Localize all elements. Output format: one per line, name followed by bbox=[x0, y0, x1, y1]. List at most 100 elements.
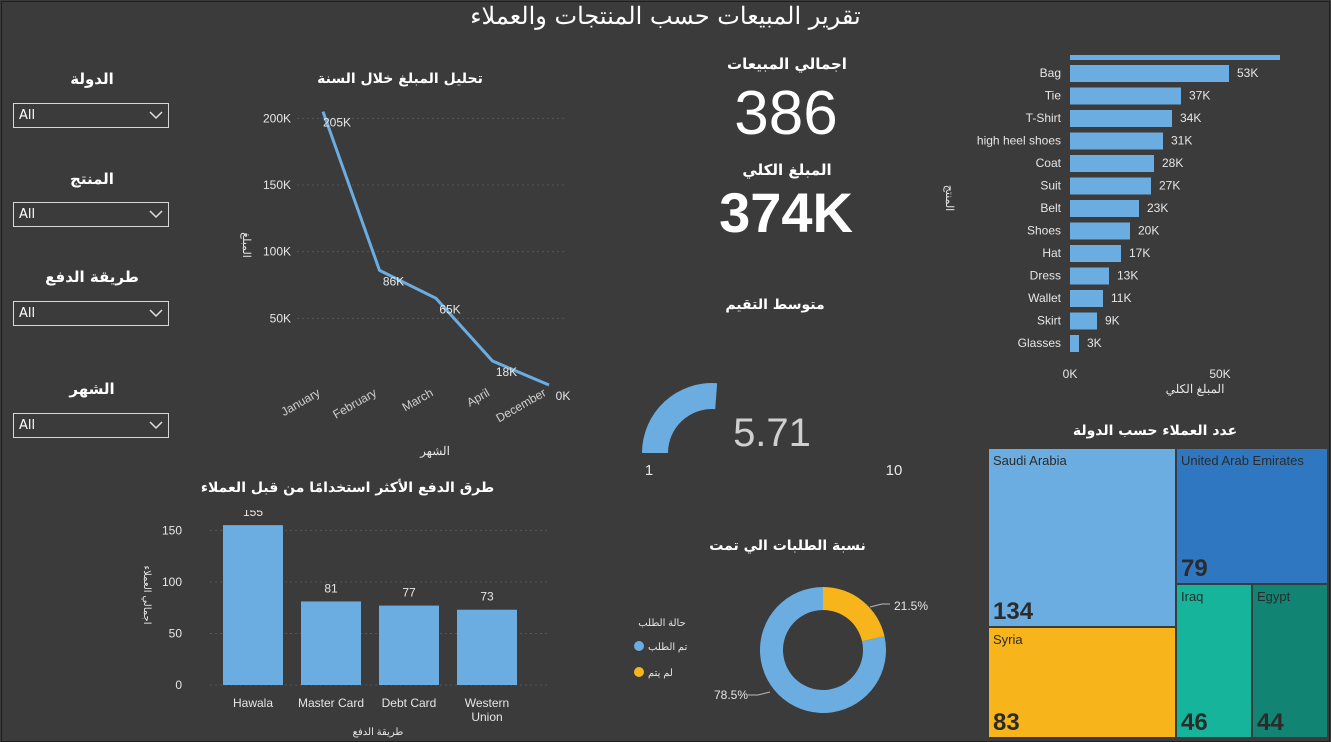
product-chart-x-tick: 0K bbox=[1063, 367, 1078, 381]
country-filter-value: All bbox=[19, 108, 36, 123]
country-filter-dropdown[interactable]: All bbox=[13, 103, 169, 128]
product-bar bbox=[1070, 177, 1151, 195]
product-bar-data-label: 17K bbox=[1129, 246, 1150, 260]
payment-bar bbox=[223, 525, 283, 685]
payment-chart-y-tick: 150 bbox=[162, 523, 182, 537]
order-status-donut-chart: 21.5% 78.5% حالة الطلب تم الطلب لم يتم bbox=[634, 587, 928, 713]
product-bar-partial bbox=[1070, 55, 1280, 60]
gauge-value-label: 5.71 bbox=[733, 411, 811, 455]
month-filter-value: All bbox=[19, 418, 36, 433]
product-bar-category: Skirt bbox=[1037, 314, 1062, 328]
total-sales-value: 386 bbox=[734, 79, 838, 148]
product-bar-data-label: 20K bbox=[1138, 224, 1159, 238]
amount-by-product-bar-chart: Bag 53K Tie 37K T-Shirt 34K high heel shoes 31K… bbox=[943, 55, 1280, 396]
product-filter-value: All bbox=[19, 207, 36, 222]
product-bar-category: T-Shirt bbox=[1026, 111, 1062, 125]
donut-legend-label: لم يتم bbox=[648, 668, 673, 679]
product-bar-data-label: 28K bbox=[1162, 156, 1183, 170]
chevron-down-icon bbox=[149, 111, 163, 120]
product-bar-data-label: 3K bbox=[1087, 336, 1102, 350]
payment-bar bbox=[379, 605, 439, 685]
gauge-value-arc bbox=[642, 383, 718, 453]
product-filter-dropdown[interactable]: All bbox=[13, 202, 169, 227]
donut-slice bbox=[823, 587, 885, 642]
product-bar-data-label: 13K bbox=[1117, 269, 1138, 283]
donut-slice-label: 78.5% bbox=[714, 688, 748, 702]
payment-chart-y-tick: 100 bbox=[162, 575, 182, 589]
product-bar-data-label: 27K bbox=[1159, 179, 1180, 193]
product-bar-category: high heel shoes bbox=[977, 134, 1061, 148]
product-bar bbox=[1070, 245, 1121, 262]
customers-by-country-treemap: Saudi Arabia 134 United Arab Emirates 79… bbox=[988, 448, 1328, 738]
payment-filter-dropdown[interactable]: All bbox=[13, 301, 169, 326]
line-chart-y-tick: 100K bbox=[263, 245, 291, 259]
treemap-cell-saudi-arabia[interactable]: Saudi Arabia 134 bbox=[988, 448, 1176, 627]
amount-by-month-line-chart: 200K 150K 100K 50K 205K 86K 65K 18K 0K January Feb… bbox=[240, 111, 571, 458]
donut-legend-marker bbox=[634, 667, 644, 677]
payment-bar-data-label: 155 bbox=[243, 510, 263, 519]
treemap-cell-label: Egypt bbox=[1257, 589, 1291, 604]
payment-bar-category: Western bbox=[465, 696, 509, 710]
line-chart-data-label: 18K bbox=[496, 365, 517, 379]
product-bar-data-label: 9K bbox=[1105, 314, 1120, 328]
treemap-cell-iraq[interactable]: Iraq 46 bbox=[1176, 584, 1252, 738]
product-bar-category: Tie bbox=[1045, 89, 1062, 103]
chevron-down-icon bbox=[149, 421, 163, 430]
donut-legend-label: تم الطلب bbox=[648, 642, 688, 653]
treemap-cell-uae[interactable]: United Arab Emirates 79 bbox=[1176, 448, 1328, 584]
donut-slice bbox=[760, 587, 886, 713]
line-chart-title: تحليل المبلغ خلال السنة bbox=[317, 71, 483, 87]
total-sales-label: اجمالي المبيعات bbox=[727, 55, 847, 73]
product-bar-category: Glasses bbox=[1018, 336, 1061, 350]
donut-legend-title: حالة الطلب bbox=[638, 618, 686, 629]
gauge-max-label: 10 bbox=[886, 462, 903, 479]
product-bar-category: Belt bbox=[1040, 201, 1061, 215]
payment-filter-label: طريقة الدفع bbox=[45, 268, 139, 286]
total-amount-label: المبلغ الكلي bbox=[742, 161, 832, 179]
country-filter-label: الدولة bbox=[70, 70, 114, 88]
line-chart-x-label: الشهر bbox=[419, 444, 450, 458]
product-bar-data-label: 53K bbox=[1237, 66, 1258, 80]
line-chart-x-tick: April bbox=[464, 385, 492, 409]
line-chart-y-tick: 50K bbox=[270, 311, 291, 325]
line-chart-x-tick: March bbox=[400, 385, 436, 414]
product-chart-x-label: المبلغ الكلي bbox=[1166, 382, 1225, 396]
chevron-down-icon bbox=[149, 210, 163, 219]
month-filter-dropdown[interactable]: All bbox=[13, 413, 169, 438]
payment-chart-y-tick: 50 bbox=[169, 626, 183, 640]
line-chart-data-label: 65K bbox=[439, 302, 460, 316]
treemap-title: عدد العملاء حسب الدولة bbox=[1072, 423, 1238, 439]
product-bar-data-label: 11K bbox=[1111, 291, 1131, 305]
donut-leader-line bbox=[748, 691, 771, 696]
product-bar bbox=[1070, 222, 1130, 240]
donut-title: نسبة الطلبات الي تمت bbox=[709, 538, 866, 554]
payment-bar-data-label: 77 bbox=[402, 586, 416, 600]
donut-slice-label: 21.5% bbox=[894, 599, 928, 613]
payment-bar-category: Debt Card bbox=[382, 696, 437, 710]
month-filter-label: الشهر bbox=[69, 380, 115, 398]
treemap-cell-label: Saudi Arabia bbox=[993, 453, 1067, 468]
payment-bar-data-label: 81 bbox=[324, 581, 338, 595]
product-bar-category: Hat bbox=[1042, 246, 1061, 260]
payment-bar bbox=[457, 609, 517, 685]
product-bar bbox=[1070, 200, 1139, 217]
customers-by-payment-bar-chart: 150 100 50 0 155 Hawala 81 Master Card 77 Debt Ca… bbox=[141, 510, 550, 738]
product-bar bbox=[1070, 312, 1097, 330]
line-chart-y-label: المبلغ bbox=[240, 232, 252, 258]
product-bar bbox=[1070, 290, 1103, 307]
payment-filter-value: All bbox=[19, 306, 36, 321]
treemap-cell-label: United Arab Emirates bbox=[1181, 453, 1304, 468]
payment-bar-data-label: 73 bbox=[480, 590, 494, 604]
product-bar-category: Dress bbox=[1030, 269, 1061, 283]
product-bar bbox=[1070, 110, 1172, 127]
line-chart-data-label: 0K bbox=[556, 389, 571, 403]
line-chart-y-tick: 150K bbox=[263, 178, 291, 192]
treemap-cell-egypt[interactable]: Egypt 44 bbox=[1252, 584, 1328, 738]
product-bar bbox=[1070, 132, 1163, 150]
product-bar-category: Shoes bbox=[1027, 224, 1061, 238]
product-bar-category: Bag bbox=[1040, 66, 1061, 80]
line-chart-data-label: 205K bbox=[323, 116, 351, 130]
product-bar bbox=[1070, 267, 1109, 285]
product-bar bbox=[1070, 155, 1154, 172]
treemap-cell-syria[interactable]: Syria 83 bbox=[988, 627, 1176, 738]
